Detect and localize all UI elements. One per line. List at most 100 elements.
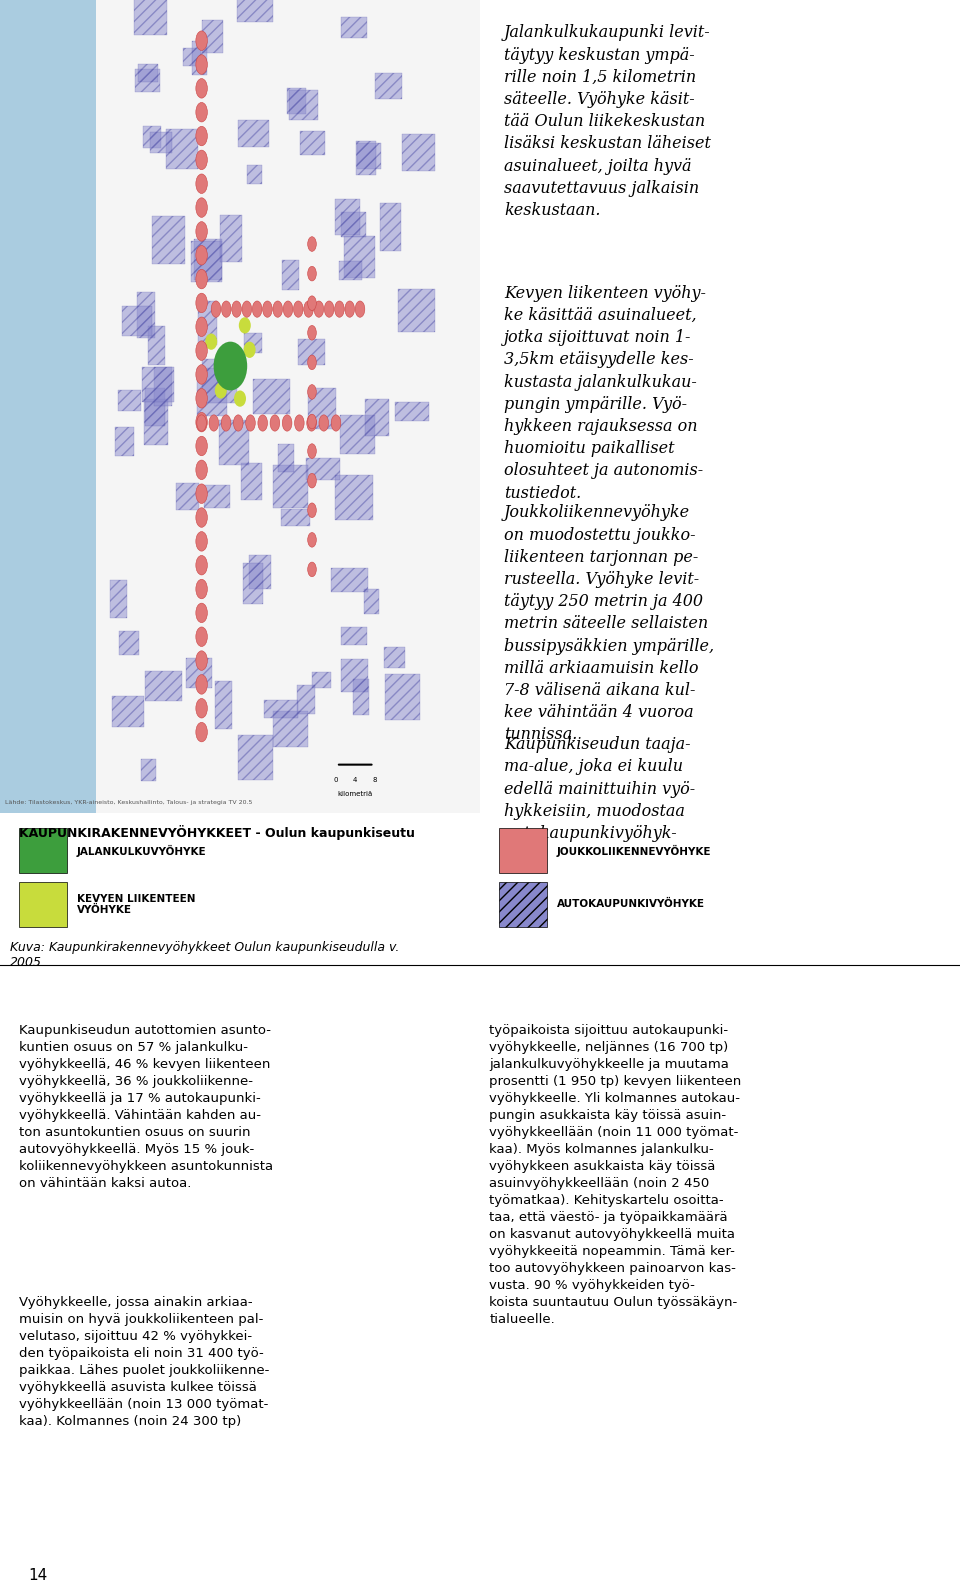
Circle shape [196,198,207,217]
Text: Kuva: Kaupunkirakennevyöhykkeet Oulun kaupunkiseudulla v.
2005.: Kuva: Kaupunkirakennevyöhykkeet Oulun ka… [10,941,399,970]
Bar [364,589,379,614]
Circle shape [335,301,345,317]
Text: Joukkoliikennevyöhyke
on muodostettu joukko-
liikenteen tarjonnan pe-
rusteella.: Joukkoliikennevyöhyke on muodostettu jou… [504,504,714,743]
Bar [396,402,429,421]
Text: AUTOKAUPUNKIVYÖHYKE: AUTOKAUPUNKIVYÖHYKE [557,900,705,909]
Circle shape [196,246,207,265]
Bar [282,260,299,290]
Bar [339,262,363,281]
Text: 8: 8 [372,777,376,783]
Circle shape [196,341,207,360]
Ellipse shape [234,391,246,407]
Circle shape [307,266,317,281]
Bar [109,579,128,617]
Bar [357,144,381,169]
Text: 0: 0 [334,777,338,783]
Bar [300,131,325,155]
Bar [145,388,165,426]
Bar [204,485,229,507]
Bar [192,40,207,75]
Circle shape [331,415,341,431]
Text: kilometriä: kilometriä [338,791,372,798]
Bar [221,215,242,262]
Circle shape [319,415,328,431]
Ellipse shape [213,341,248,391]
Bar [308,388,336,429]
Circle shape [196,723,207,742]
Circle shape [307,415,317,431]
Bar [237,0,273,22]
Bar [155,367,173,405]
Bar [375,73,402,99]
Circle shape [307,502,317,517]
Ellipse shape [215,383,227,399]
Bar [142,367,174,402]
Bar [289,89,318,120]
Bar [194,239,222,281]
Circle shape [196,222,207,241]
Bar [219,419,249,464]
Bar [385,675,420,719]
Bar [144,399,168,445]
Bar [96,0,480,813]
Bar [247,164,262,185]
Circle shape [196,627,207,646]
FancyBboxPatch shape [499,828,547,874]
Circle shape [246,415,255,431]
Circle shape [295,415,304,431]
Circle shape [196,102,207,121]
Circle shape [307,533,317,547]
Bar [137,292,156,338]
Bar [186,659,212,687]
Circle shape [196,389,207,408]
Circle shape [197,415,206,431]
Bar [298,684,315,715]
Bar [198,301,217,345]
Circle shape [196,459,207,480]
Bar [215,681,232,729]
Circle shape [196,413,207,432]
Circle shape [196,293,207,313]
Circle shape [355,301,365,317]
Text: Kevyen liikenteen vyöhy-
ke käsittää asuinalueet,
jotka sijoittuvat noin 1-
3,5k: Kevyen liikenteen vyöhy- ke käsittää asu… [504,284,706,501]
Bar [340,415,374,455]
Bar [264,700,299,718]
Circle shape [307,325,317,340]
Bar [306,458,341,480]
FancyBboxPatch shape [499,882,547,927]
Circle shape [233,415,243,431]
Bar [341,627,367,646]
Bar [402,134,435,171]
Bar [238,735,273,780]
Bar [245,333,262,352]
Text: Vyöhykkeelle, jossa ainakin arkiaa-
muisin on hyvä joukkoliikenteen pal-
velutas: Vyöhykkeelle, jossa ainakin arkiaa- muis… [18,1295,269,1428]
Circle shape [307,561,317,577]
Circle shape [196,699,207,718]
Text: työpaikoista sijoittuu autokaupunki-
vyöhykkeelle, neljännes (16 700 tp)
jalanku: työpaikoista sijoittuu autokaupunki- vyö… [490,1024,742,1325]
Bar [176,483,199,510]
Bar [365,399,389,435]
Circle shape [196,507,207,528]
Bar [341,18,367,38]
Circle shape [209,415,219,431]
Bar [274,710,307,748]
Circle shape [303,301,313,317]
Circle shape [282,415,292,431]
Circle shape [324,301,334,317]
Circle shape [196,437,207,456]
Text: JOUKKOLIIKENNEVYÖHYKE: JOUKKOLIIKENNEVYÖHYKE [557,844,711,857]
Circle shape [307,384,317,399]
Circle shape [196,555,207,574]
Circle shape [196,603,207,622]
Circle shape [196,54,207,75]
Circle shape [196,651,207,670]
Circle shape [196,174,207,193]
Bar [153,215,184,263]
Circle shape [273,301,282,317]
Circle shape [196,531,207,552]
FancyBboxPatch shape [19,882,67,927]
Bar [287,88,306,115]
Bar [331,568,369,592]
Bar [341,212,367,238]
Bar [148,327,165,365]
